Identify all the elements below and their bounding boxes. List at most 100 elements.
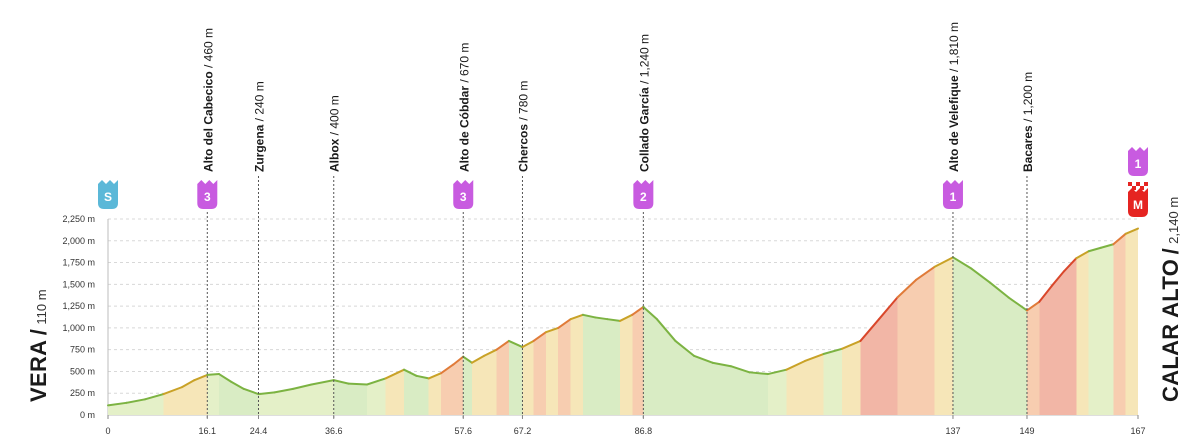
elevation-line-segment: [107, 401, 128, 407]
elevation-line-segment: [347, 382, 369, 386]
elevation-line-segment: [181, 379, 196, 389]
elevation-line-segment: [218, 373, 233, 383]
checker-cell: [1144, 186, 1148, 190]
badge-shape: [942, 180, 963, 209]
badge-label: S: [104, 190, 112, 204]
y-tick-label: 750 m: [70, 345, 95, 355]
climb-category-badge: 1: [942, 180, 963, 209]
climb-category-badge: 3: [453, 180, 474, 209]
elevation-line-segment: [193, 373, 209, 382]
x-tick-label: 0: [105, 426, 110, 436]
x-axis-labels: 0 16.1 24.4 36.6 57.6 67.2 86.8 137 149 167: [105, 415, 1146, 436]
badge-shape: [197, 180, 218, 209]
elevation-line-segment: [803, 353, 825, 362]
elevation-line-segment: [273, 387, 295, 394]
elevation-line-segment: [415, 374, 430, 380]
waypoint-elevation: / 240 m: [252, 81, 266, 124]
elevation-line-segment: [1038, 285, 1053, 303]
y-tick-label: 2,000 m: [62, 236, 95, 246]
elevation-line-segment: [427, 372, 443, 380]
elevation-line-segment: [642, 305, 658, 321]
elevation-area: [107, 227, 1139, 415]
waypoint-title: Alto de Cóbdar: [457, 86, 471, 172]
waypoint-elevation: / 670 m: [457, 43, 471, 86]
checker-cell: [1136, 182, 1140, 186]
elevation-line-segment: [606, 318, 621, 322]
y-tick-label: 0 m: [80, 410, 95, 420]
elevation-line-segment: [292, 383, 313, 390]
waypoint-elevation: / 460 m: [201, 28, 215, 71]
waypoint-name: Bacares / 1,200 m: [1021, 72, 1035, 172]
checker-cell: [1128, 182, 1132, 186]
elevation-line-segment: [988, 281, 1010, 299]
elevation-line-segment: [1124, 227, 1139, 235]
elevation-line-segment: [495, 339, 510, 351]
waypoint-elevation: / 400 m: [328, 95, 342, 138]
elevation-line-segment: [581, 313, 597, 319]
waypoint-title: Albox: [328, 138, 342, 172]
badge-shape: [98, 180, 118, 209]
elevation-line-segment: [711, 361, 732, 368]
waypoint-elevation: / 1,810 m: [947, 22, 961, 75]
elevation-line-segment: [951, 256, 973, 270]
elevation-line-segment: [674, 339, 695, 357]
elevation-line-segment: [440, 363, 455, 375]
checkered-flag-icon: [1128, 182, 1148, 190]
badge-shape: [453, 180, 474, 209]
elevation-line-segment: [521, 339, 535, 349]
waypoint-name: Chercos / 780 m: [516, 81, 530, 172]
start-name: VERA: [26, 339, 51, 402]
checker-cell: [1140, 186, 1144, 190]
elevation-line-segment: [470, 354, 486, 364]
elevation-line-segment: [1075, 250, 1090, 260]
start-elevation: 110 m: [34, 289, 49, 325]
x-tick-label: 24.4: [250, 426, 268, 436]
elevation-line-segment: [1025, 300, 1041, 312]
y-tick-label: 1,500 m: [62, 279, 95, 289]
y-tick-label: 1,250 m: [62, 301, 95, 311]
finish-badge: M: [1128, 188, 1148, 217]
elevation-line-segment: [332, 379, 350, 385]
waypoint-name: Collado García / 1,240 m: [637, 34, 651, 172]
badge-shape: [1128, 188, 1148, 217]
elevation-line-segment: [462, 355, 473, 364]
elevation-line-segment: [970, 267, 991, 284]
elevation-line-segment: [366, 377, 387, 386]
waypoint-name: Albox / 400 m: [328, 95, 342, 172]
checker-cell: [1132, 186, 1136, 190]
elevation-line-segment: [1050, 270, 1065, 288]
elevation-line-segment: [144, 393, 165, 401]
elevation-line-segment: [1112, 232, 1127, 246]
elevation-line-segment: [544, 326, 560, 334]
elevation-line-segment: [206, 373, 221, 376]
elevation-line-segment: [618, 313, 634, 322]
elevation-line-segment: [569, 313, 584, 321]
checker-cell: [1144, 182, 1148, 186]
x-tick-label: 86.8: [635, 426, 653, 436]
elevation-line-segment: [162, 386, 184, 396]
start-badge: S: [98, 180, 118, 209]
waypoint-name: Alto de Velefique / 1,810 m: [947, 22, 961, 172]
elevation-line-segment: [1062, 257, 1078, 273]
x-tick-label: 57.6: [454, 426, 472, 436]
x-tick-label: 67.2: [514, 426, 532, 436]
finish-location-label: CALAR ALTO / 2,140 m: [1158, 197, 1184, 402]
elevation-line-segment: [877, 296, 899, 321]
x-tick-label: 16.1: [199, 426, 217, 436]
elevation-line-segment: [631, 305, 645, 316]
badge-label: 1: [1135, 157, 1142, 171]
start-separator: /: [26, 329, 51, 336]
elevation-line-segment: [1099, 243, 1115, 249]
elevation-line-segment: [692, 354, 714, 364]
elevation-line-segment: [729, 365, 751, 374]
finish-separator: /: [1158, 248, 1183, 255]
waypoint-elevation: / 1,240 m: [637, 34, 651, 87]
climb-badges: 3 3 2 1 S 1 M: [98, 147, 1148, 217]
waypoint-title: Collado García: [637, 87, 651, 172]
elevation-line-segment: [532, 331, 547, 342]
start-location-label: VERA / 110 m: [26, 289, 52, 402]
y-tick-label: 1,000 m: [62, 323, 95, 333]
badge-shape: [633, 180, 654, 209]
elevation-line-segment: [914, 265, 936, 281]
